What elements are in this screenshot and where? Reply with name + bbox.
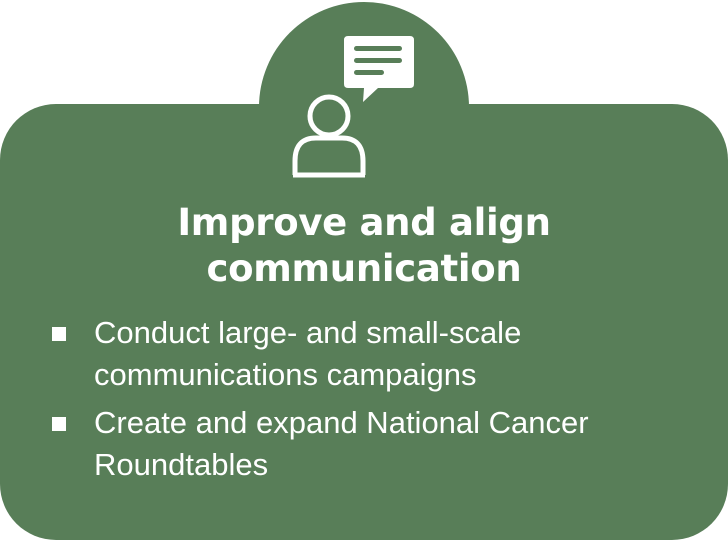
card-title: Improve and align communication (0, 200, 728, 292)
card-title-line-1: Improve and align (177, 201, 551, 244)
bullet-list: Conduct large- and small-scale communica… (48, 312, 708, 492)
bullet-text-line: Conduct large- and small-scale (94, 315, 522, 350)
bullet-item: Conduct large- and small-scale communica… (48, 312, 708, 396)
bullet-text-line: Create and expand National Cancer (94, 405, 589, 440)
card-title-line-2: communication (206, 247, 522, 290)
person-speaking-icon (292, 36, 414, 178)
square-bullet-icon (52, 417, 66, 431)
person-outline (292, 94, 366, 178)
square-bullet-icon (52, 327, 66, 341)
bullet-item: Create and expand National Cancer Roundt… (48, 402, 708, 486)
speech-bubble-icon (344, 36, 414, 102)
bullet-text-line: Roundtables (94, 447, 269, 482)
bullet-text-line: communications campaigns (94, 357, 477, 392)
